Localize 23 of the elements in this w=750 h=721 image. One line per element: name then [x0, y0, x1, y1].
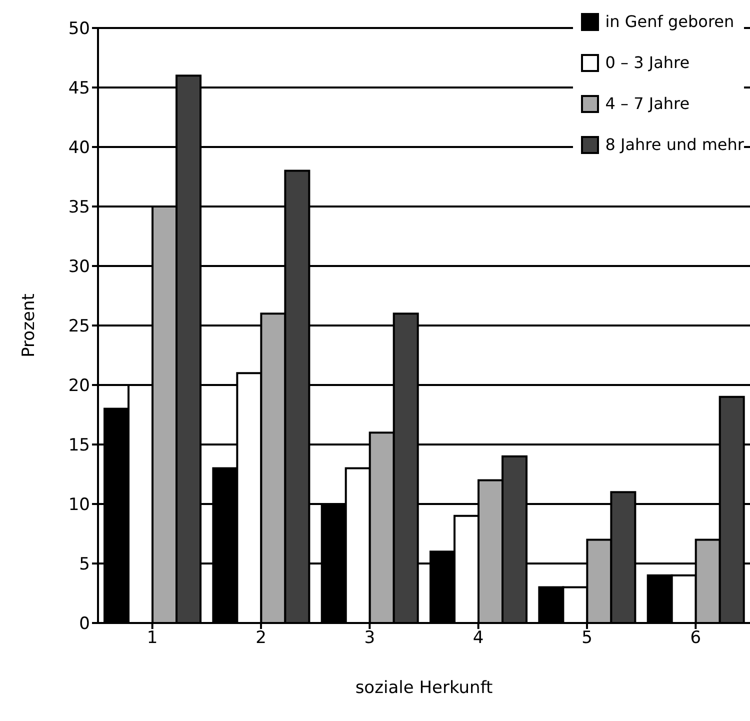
y-tick-label: 5 — [79, 554, 90, 575]
y-tick-label: 10 — [68, 495, 90, 516]
x-tick-label: 3 — [364, 628, 376, 648]
x-tick-label: 6 — [690, 628, 702, 648]
legend-label: 8 Jahre und mehr — [605, 135, 744, 154]
y-tick-label: 40 — [68, 138, 90, 158]
y-tick-label: 0 — [79, 614, 90, 634]
legend-label: 0 – 3 Jahre — [605, 53, 690, 72]
y-tick-label: 30 — [68, 257, 90, 278]
y-tick-label: 15 — [68, 436, 90, 456]
y-tick-label: 25 — [68, 316, 90, 337]
legend-label: in Genf geboren — [605, 12, 734, 31]
y-tick-label: 45 — [68, 78, 90, 99]
x-tick-label: 4 — [472, 628, 484, 648]
x-axis-title: soziale Herkunft — [355, 678, 494, 698]
y-tick-label: 20 — [68, 376, 90, 396]
x-tick-label: 1 — [146, 628, 158, 648]
y-tick-label: 35 — [68, 198, 90, 218]
x-tick-label: 2 — [256, 628, 266, 648]
y-axis-title: Prozent — [19, 293, 40, 358]
x-tick-label: 5 — [582, 628, 592, 648]
legend-label: 4 – 7 Jahre — [605, 94, 690, 113]
y-tick-label: 50 — [68, 19, 90, 40]
